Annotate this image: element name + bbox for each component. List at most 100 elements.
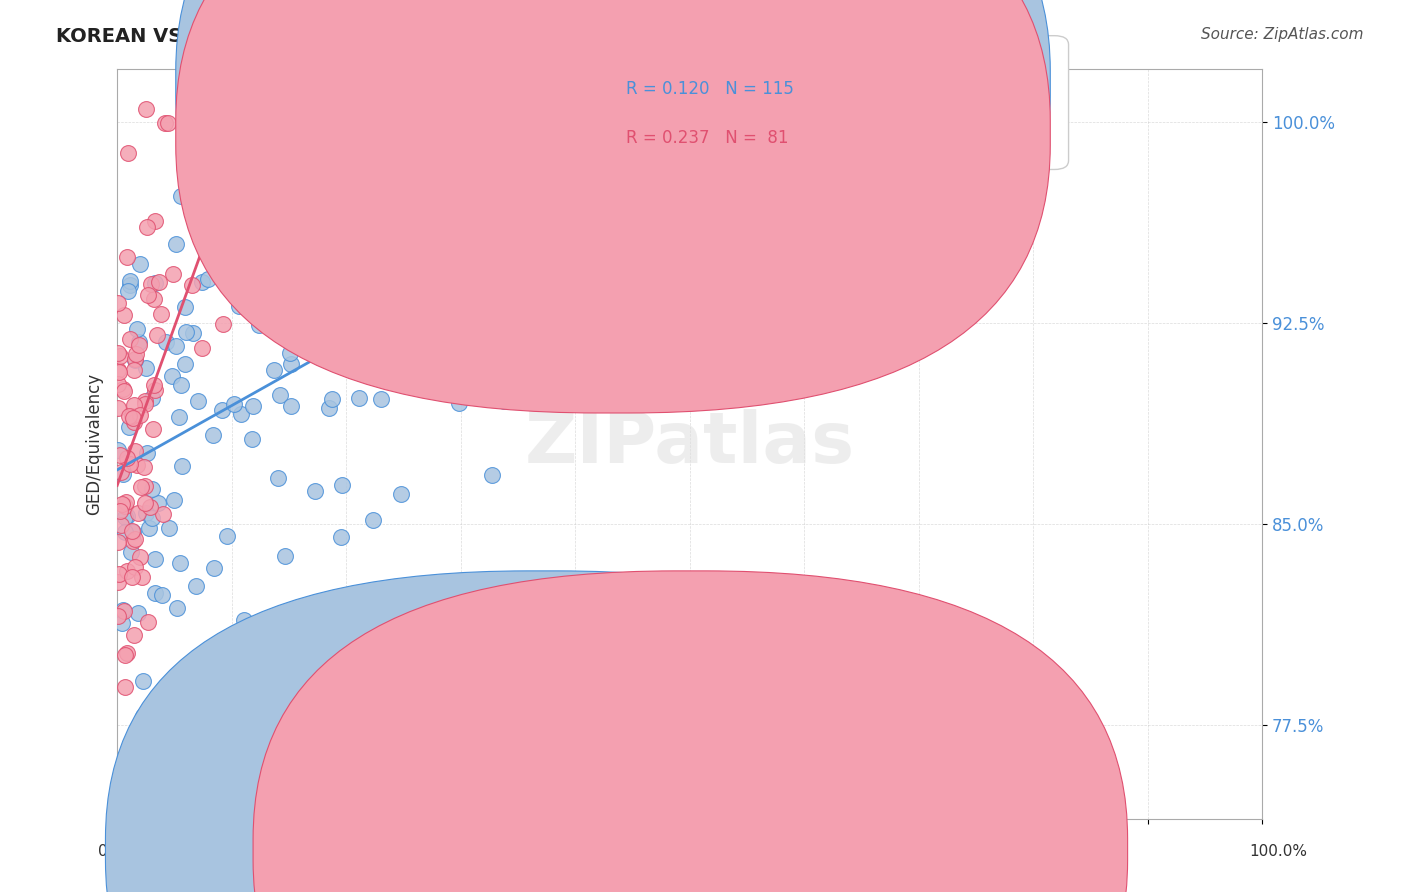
Point [156, 116, 179, 130]
Point [117, 564, 139, 578]
Point [160, 368, 183, 383]
Point [120, 277, 142, 292]
Point [181, 75, 204, 89]
Point [122, 534, 145, 549]
Point [115, 495, 138, 509]
Point [515, 314, 537, 328]
Point [112, 603, 135, 617]
Point [544, 254, 567, 268]
Point [125, 347, 148, 361]
Point [135, 219, 157, 234]
Point [108, 567, 131, 582]
Point [107, 296, 129, 310]
Point [347, 392, 370, 406]
Point [269, 388, 291, 402]
Point [107, 362, 129, 376]
Point [141, 482, 163, 496]
Point [122, 415, 145, 429]
Point [118, 458, 141, 472]
Text: R = 0.237   N =  81: R = 0.237 N = 81 [626, 129, 789, 147]
Point [136, 446, 159, 460]
Point [330, 530, 353, 544]
Point [706, 75, 728, 89]
Point [316, 333, 339, 347]
Point [389, 487, 412, 501]
Text: R = 0.120   N = 115: R = 0.120 N = 115 [626, 80, 793, 98]
Point [132, 674, 155, 689]
Text: 0.0%: 0.0% [98, 845, 138, 859]
Point [120, 332, 142, 346]
Point [146, 327, 169, 342]
Point [150, 588, 173, 602]
Point [215, 529, 238, 543]
Point [623, 140, 645, 154]
Point [107, 345, 129, 359]
Point [197, 271, 219, 285]
Point [707, 87, 730, 102]
Point [157, 520, 180, 534]
Point [155, 334, 177, 349]
Point [166, 601, 188, 615]
Point [125, 322, 148, 336]
Point [170, 378, 193, 392]
Point [108, 772, 131, 786]
Point [562, 128, 585, 142]
Text: 100.0%: 100.0% [1250, 845, 1308, 859]
Point [384, 145, 406, 159]
Point [131, 570, 153, 584]
Point [128, 334, 150, 349]
Point [143, 586, 166, 600]
Point [447, 395, 470, 409]
Point [330, 478, 353, 492]
Point [138, 521, 160, 535]
Point [107, 442, 129, 457]
Point [451, 337, 474, 351]
Point [304, 483, 326, 498]
Point [191, 341, 214, 355]
Point [274, 549, 297, 563]
Point [122, 627, 145, 641]
Point [224, 397, 246, 411]
Point [128, 337, 150, 351]
Point [413, 363, 436, 377]
Point [115, 646, 138, 660]
Point [183, 326, 205, 340]
Point [134, 479, 156, 493]
Point [267, 471, 290, 485]
Point [112, 308, 135, 322]
Point [107, 376, 129, 391]
Point [124, 443, 146, 458]
Point [134, 396, 156, 410]
Point [127, 506, 149, 520]
Point [132, 709, 155, 723]
Point [190, 276, 212, 290]
Point [142, 421, 165, 435]
Point [142, 292, 165, 306]
Point [150, 306, 173, 320]
Point [143, 276, 166, 290]
Point [124, 533, 146, 547]
Point [122, 398, 145, 412]
Point [110, 349, 132, 363]
Point [211, 403, 233, 417]
Point [117, 508, 139, 523]
Point [396, 189, 419, 203]
Point [228, 299, 250, 313]
Point [117, 250, 139, 264]
Point [263, 363, 285, 377]
Point [107, 401, 129, 416]
Point [142, 378, 165, 392]
Point [170, 458, 193, 473]
Point [211, 317, 233, 331]
Point [141, 391, 163, 405]
Point [122, 363, 145, 377]
Point [242, 399, 264, 413]
Text: Koreans: Koreans [565, 843, 626, 857]
Point [292, 235, 315, 250]
Point [141, 511, 163, 525]
Point [264, 201, 287, 215]
Point [184, 579, 207, 593]
Point [173, 357, 195, 371]
Point [117, 284, 139, 298]
Point [352, 161, 374, 175]
